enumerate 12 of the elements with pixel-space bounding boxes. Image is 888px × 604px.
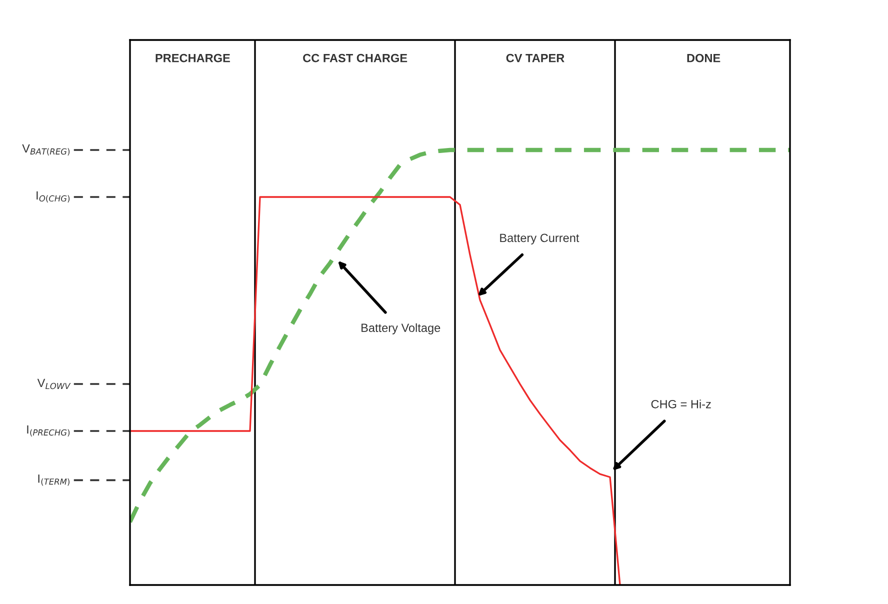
annotation: Battery Voltage	[362, 323, 440, 334]
ref-line-label: I$_{O(CHG)}$	[36, 191, 70, 203]
ref-line-label: V$_{BAT(REG)}$	[22, 144, 70, 156]
text: PRECHARGE	[156, 54, 230, 62]
text: CC FAST CHARGE	[303, 54, 408, 62]
annotation: Battery Current	[500, 234, 580, 244]
text: DONE	[687, 54, 720, 62]
ref-line-label: V$_{LOWV}$	[37, 378, 71, 390]
ref-line-label: I$_{(TERM)}$	[38, 474, 70, 486]
ref-line-label: I$_{(PRECHG)}$	[27, 425, 70, 437]
annotation: CHG = Hi-z	[651, 400, 711, 408]
text: CV TAPER	[506, 54, 564, 62]
